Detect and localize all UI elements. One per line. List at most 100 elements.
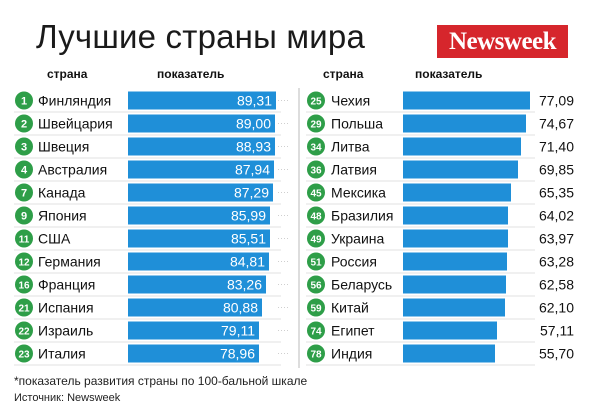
rank-label: 3 <box>21 142 27 154</box>
value-bar <box>128 344 259 363</box>
value-label: 63,97 <box>539 231 574 247</box>
rank-label: 25 <box>310 97 322 108</box>
rank-badge <box>307 344 325 363</box>
rank-badge <box>15 344 33 363</box>
rank-label: 48 <box>310 212 322 223</box>
value-label: 65,35 <box>539 185 574 201</box>
rank-label: 21 <box>18 304 30 315</box>
rank-label: 45 <box>310 189 322 200</box>
newsweek-logo: Newsweek <box>437 25 568 58</box>
rank-label: 34 <box>310 143 322 154</box>
value-bar <box>128 206 270 225</box>
country-label: Швейцария <box>38 116 113 132</box>
value-label: 87,29 <box>234 185 269 201</box>
footnote: *показатель развития страны по 100-бальн… <box>14 374 308 388</box>
country-label: Польша <box>331 116 383 132</box>
country-label: Швеция <box>38 139 89 155</box>
country-label: Израиль <box>38 323 93 339</box>
left-col-country-header: страна <box>47 67 88 81</box>
right-col-score-header: показатель <box>415 67 483 81</box>
rank-label: 56 <box>310 281 322 292</box>
rank-badge <box>307 252 325 271</box>
country-label: Финляндия <box>38 93 111 109</box>
rank-badge <box>15 183 33 202</box>
rank-label: 23 <box>18 350 30 361</box>
country-label: Мексика <box>331 185 386 201</box>
country-label: США <box>38 231 71 247</box>
value-label: 84,81 <box>230 254 265 270</box>
value-bar <box>403 275 506 294</box>
country-label: Канада <box>38 185 86 201</box>
value-bar <box>403 114 526 133</box>
rank-badge <box>15 298 33 317</box>
value-label: 85,51 <box>231 231 266 247</box>
country-label: Испания <box>38 300 94 316</box>
value-bar <box>403 137 521 156</box>
country-label: Латвия <box>331 162 377 178</box>
rank-badge <box>307 183 325 202</box>
rank-badge <box>15 137 33 156</box>
value-label: 85,99 <box>231 208 266 224</box>
value-bar <box>403 321 497 340</box>
rank-badge <box>15 229 33 248</box>
value-bar <box>403 91 530 110</box>
rank-label: 29 <box>310 120 322 131</box>
country-label: Италия <box>38 346 86 362</box>
rank-badge <box>307 229 325 248</box>
rank-badge <box>307 137 325 156</box>
value-bar <box>128 137 275 156</box>
value-bar <box>128 275 266 294</box>
country-label: Беларусь <box>331 277 392 293</box>
country-label: Германия <box>38 254 101 270</box>
value-label: 88,93 <box>236 139 271 155</box>
value-label: 62,10 <box>539 300 574 316</box>
value-label: 62,58 <box>539 277 574 293</box>
value-bar <box>128 298 262 317</box>
rank-label: 51 <box>310 258 322 269</box>
value-label: 71,40 <box>539 139 574 155</box>
rank-badge <box>307 275 325 294</box>
rank-label: 22 <box>18 327 30 338</box>
country-label: Россия <box>331 254 377 270</box>
value-label: 79,11 <box>221 323 255 339</box>
rank-badge <box>307 114 325 133</box>
rank-label: 16 <box>18 281 30 292</box>
value-bar <box>128 252 269 271</box>
value-bar <box>403 183 511 202</box>
rank-badge <box>15 321 33 340</box>
rank-badge <box>307 298 325 317</box>
value-bar <box>403 252 507 271</box>
value-bar <box>128 321 259 340</box>
rank-label: 49 <box>310 235 322 246</box>
country-label: Австралия <box>38 162 107 178</box>
left-col-score-header: показатель <box>157 67 225 81</box>
value-label: 74,67 <box>539 116 574 132</box>
rank-label: 7 <box>21 188 27 200</box>
value-bar <box>403 298 505 317</box>
rank-label: 1 <box>21 96 27 108</box>
value-bar <box>403 206 508 225</box>
source-note: Источник: Newsweek <box>14 392 121 404</box>
rank-label: 59 <box>310 304 322 315</box>
rank-badge <box>15 114 33 133</box>
country-label: Египет <box>331 323 375 339</box>
country-label: Франция <box>38 277 95 293</box>
value-bar <box>128 229 270 248</box>
value-label: 80,88 <box>223 300 258 316</box>
rank-label: 9 <box>21 211 27 223</box>
rank-label: 12 <box>18 258 30 269</box>
value-label: 55,70 <box>539 346 574 362</box>
value-bar <box>403 344 495 363</box>
value-label: 89,31 <box>237 93 272 109</box>
right-col-country-header: страна <box>323 67 364 81</box>
value-bar <box>403 229 508 248</box>
country-label: Индия <box>331 346 372 362</box>
rank-badge <box>307 91 325 110</box>
value-bar <box>128 160 274 179</box>
value-bar <box>403 160 518 179</box>
rank-label: 74 <box>310 327 322 338</box>
rank-badge <box>15 91 33 110</box>
rank-label: 78 <box>310 350 322 361</box>
value-label: 83,26 <box>227 277 262 293</box>
